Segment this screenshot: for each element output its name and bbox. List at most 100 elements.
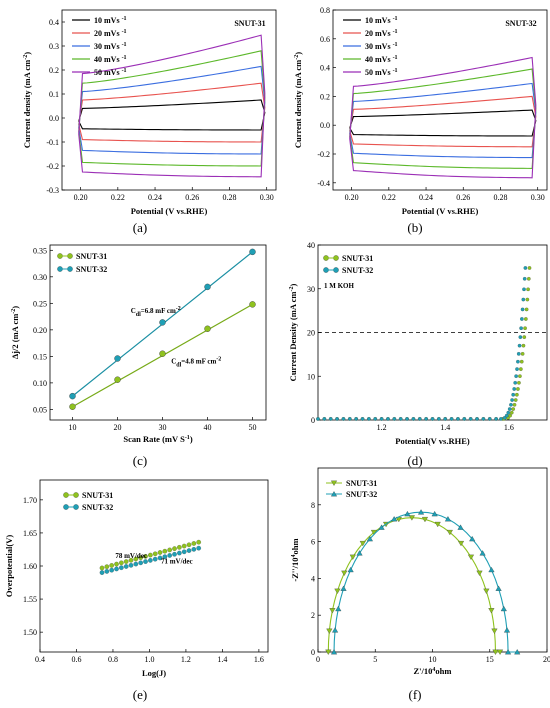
nyquist-point — [479, 550, 486, 556]
y-tick-label: 1.70 — [23, 496, 37, 505]
legend-label: 30 mVs -1 — [94, 42, 127, 51]
x-tick-label: 50 — [249, 423, 257, 432]
tafel-point — [162, 554, 168, 560]
nyquist-point — [421, 516, 429, 523]
lsv-point — [522, 335, 527, 339]
x-tick-label: 20 — [114, 423, 122, 432]
tafel-point — [162, 548, 168, 554]
cv-curve-5 — [78, 34, 266, 178]
nyquist-point — [496, 649, 504, 655]
y-tick-label: 0.6 — [320, 35, 330, 44]
panel-label: (c) — [133, 453, 147, 468]
x-tick-label: 0.28 — [222, 193, 236, 202]
lsv-point — [513, 380, 518, 385]
data-point — [69, 403, 76, 410]
nyquist-point — [408, 515, 415, 521]
lsv-point — [405, 417, 409, 421]
data-point — [114, 376, 121, 383]
x-axis-title: Potential(V vs.RHE) — [395, 436, 470, 446]
y-tick-label: 0.4 — [320, 64, 330, 73]
tafel-point — [177, 550, 182, 556]
x-tick-label: 0.20 — [345, 193, 359, 202]
x-tick-label: 0.28 — [493, 193, 507, 202]
lsv-point — [512, 402, 517, 407]
legend-label: SNUT-32 — [346, 490, 377, 499]
tafel-point — [133, 556, 139, 562]
nyquist-point — [491, 628, 498, 634]
nyquist-point — [326, 628, 333, 634]
y-tick-label: 10 — [307, 372, 315, 381]
lsv-point — [519, 359, 524, 364]
x-tick-label: 0.8 — [108, 655, 118, 664]
x-tick-label: 40 — [204, 423, 212, 432]
tafel-point — [191, 547, 197, 552]
panel-label: (f) — [409, 687, 422, 702]
y-tick-label: 0.05 — [33, 405, 47, 414]
cv-curve-2 — [349, 95, 537, 148]
legend-label: 40 mVs -1 — [94, 55, 127, 64]
nyquist-point — [349, 554, 356, 560]
x-tick-label: 10 — [429, 655, 437, 664]
x-tick-label: 1.4 — [217, 655, 227, 664]
y-tick-label: 0.8 — [320, 6, 330, 15]
lsv-point — [481, 417, 486, 421]
cv-curve-1 — [349, 109, 537, 137]
x-tick-label: 0.20 — [74, 193, 88, 202]
tafel-point — [148, 552, 153, 558]
electrolyte-note: 1 M KOH — [324, 282, 354, 290]
legend-label: 20 mVs -1 — [365, 29, 398, 38]
y-tick-label: 0.2 — [49, 66, 59, 75]
x-tick-label: 10 — [69, 423, 77, 432]
tafel-point — [186, 542, 192, 548]
nyquist-point — [503, 627, 511, 633]
y-tick-label: 1.55 — [23, 595, 37, 604]
lsv-point — [328, 417, 333, 421]
nyquist-point — [335, 605, 342, 612]
x-tick-label: 1.6 — [254, 655, 264, 664]
panel-label: (a) — [133, 220, 147, 235]
nyquist-point — [457, 540, 465, 547]
y-tick-label: 0 — [311, 648, 315, 657]
panel-e: 0.4 0.6 0.8 1.0 1.2 1.4 1.6 1.50 1.55 1.60 1.65 1.7… — [4, 479, 269, 702]
legend-label: 10 mVs -1 — [365, 16, 398, 25]
legend-label: 10 mVs -1 — [94, 16, 127, 25]
data-point — [159, 319, 166, 326]
y-tick-label: 0.10 — [33, 379, 47, 388]
nyquist-point — [329, 608, 336, 614]
lsv-point — [456, 417, 460, 421]
lsv-point — [513, 398, 518, 402]
x-tick-label: 1.6 — [504, 423, 514, 432]
tafel-point — [99, 570, 105, 575]
lsv-point — [524, 307, 529, 312]
y-tick-label: 30 — [307, 285, 315, 294]
x-tick-label: 0.22 — [111, 193, 125, 202]
legend-label: 50 mVs -1 — [94, 68, 127, 77]
y-axis-title: Overpotential(V) — [4, 535, 14, 597]
lsv-point — [499, 417, 503, 421]
data-point — [249, 301, 256, 308]
nyquist-point — [359, 540, 366, 547]
x-tick-label: 1.2 — [377, 423, 387, 432]
tafel-point — [181, 549, 187, 555]
tafel-point — [143, 559, 148, 564]
x-tick-label: 0.22 — [382, 193, 396, 202]
x-axis-title: Log(J) — [142, 668, 166, 678]
x-tick-label: 20 — [543, 655, 550, 664]
nyquist-point — [434, 521, 441, 528]
x-tick-label: 0.24 — [419, 193, 433, 202]
y-tick-label: -0.3 — [46, 186, 59, 195]
tafel-point — [114, 566, 119, 572]
lsv-point — [512, 387, 517, 391]
legend-label: SNUT-31 — [342, 254, 373, 263]
lsv-point — [504, 413, 509, 418]
data-point — [204, 283, 211, 291]
cv-curve-3 — [349, 82, 537, 159]
annotation-cdl-31: Cdl=4.8 mF cm-2 — [171, 356, 221, 368]
legend-label: SNUT-32 — [82, 503, 113, 512]
nyquist-point — [334, 588, 341, 594]
y-tick-label: 8 — [311, 501, 315, 510]
y-tick-label: 0.35 — [33, 246, 47, 255]
panel-title: SNUT-31 — [234, 19, 265, 28]
nyquist-point — [391, 516, 398, 522]
